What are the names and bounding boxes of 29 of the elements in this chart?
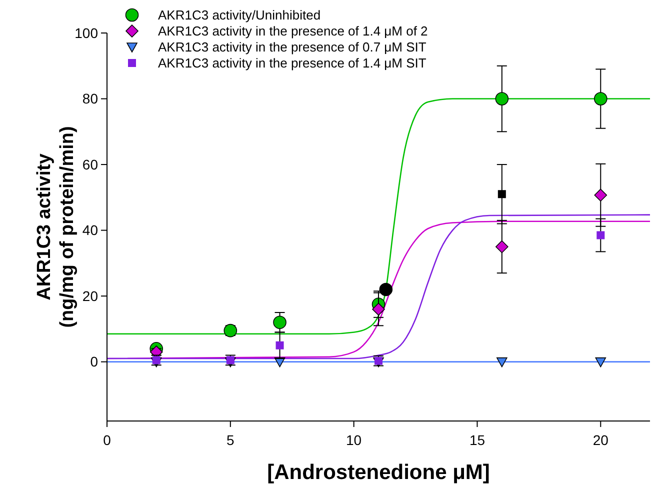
- point: [595, 357, 606, 368]
- x-tick-label: 0: [103, 432, 112, 448]
- y-tick-label: 100: [74, 24, 98, 41]
- legend-label: AKR1C3 activity in the presence of 1.4 μM SIT: [158, 56, 426, 71]
- x-axis-title: [Androstenedione μM]: [267, 461, 490, 484]
- point: [594, 188, 608, 202]
- point: [496, 240, 508, 254]
- y-tick-label: 40: [82, 222, 98, 238]
- x-tick-label: 20: [592, 432, 609, 448]
- legend-label: AKR1C3 activity in the presence of 1.4 μM of 2: [158, 24, 428, 39]
- point: [379, 282, 393, 296]
- point: [372, 302, 385, 316]
- point: [495, 92, 509, 106]
- legend-label: AKR1C3 activity/Uninhibited: [158, 8, 321, 23]
- point: [498, 190, 506, 198]
- point: [496, 357, 508, 368]
- point: [276, 341, 284, 350]
- x-tick-label: 15: [469, 432, 486, 448]
- point: [273, 316, 286, 330]
- x-tick-label: 10: [346, 432, 362, 448]
- y-tick-label: 80: [82, 90, 98, 107]
- y-tick-label: 60: [82, 156, 98, 172]
- point: [596, 231, 605, 240]
- y-tick-label: 20: [82, 288, 98, 304]
- y-tick-label: 0: [90, 354, 98, 370]
- legend-label: AKR1C3 activity in the presence of 0.7 μM SIT: [158, 40, 426, 55]
- x-tick-label: 5: [226, 432, 235, 448]
- point: [594, 92, 608, 106]
- y-axis-title: AKR1C3 activity (ng/mg of protein/min): [34, 126, 78, 328]
